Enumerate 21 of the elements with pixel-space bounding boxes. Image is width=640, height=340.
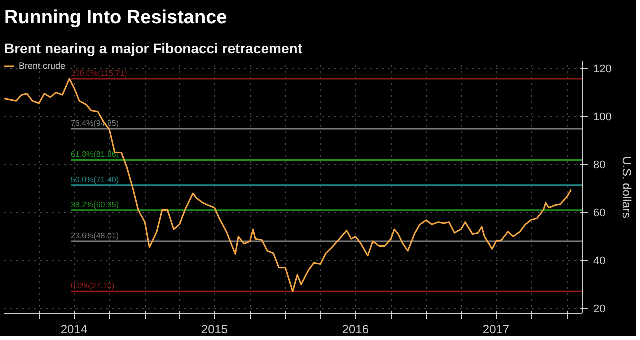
ref-line-label: 38.2%(60.95) xyxy=(70,200,120,210)
chart-subtitle: Brent nearing a major Fibonacci retracement xyxy=(4,40,303,56)
ref-line-label: 61.8%(81.86) xyxy=(70,150,120,160)
y-tick-label: 40 xyxy=(594,256,606,268)
ref-line-label: 100.0%(115.71) xyxy=(70,68,128,78)
legend-label: Brent crude xyxy=(19,61,66,71)
ref-line-label: 50.0%(71.40) xyxy=(70,175,120,184)
x-tick-label: 2016 xyxy=(342,322,370,336)
y-tick-label: 80 xyxy=(594,160,606,172)
line-series xyxy=(4,78,572,292)
y-tick-label: 20 xyxy=(594,304,606,316)
chart-title: Running Into Resistance xyxy=(4,8,228,28)
y-tick-label: 100 xyxy=(594,112,612,124)
x-tick-label: 2017 xyxy=(482,322,510,336)
x-tick-label: 2015 xyxy=(201,322,228,336)
y-tick-label: 60 xyxy=(594,208,606,220)
y-tick-label: 120 xyxy=(594,64,612,76)
ref-line-label: 0.0%(27.10) xyxy=(70,282,115,291)
x-tick-label: 2014 xyxy=(60,322,88,336)
ref-line-label: 23.6%(48.01) xyxy=(70,231,120,240)
y-axis-title: U.S. dollars xyxy=(620,156,634,219)
